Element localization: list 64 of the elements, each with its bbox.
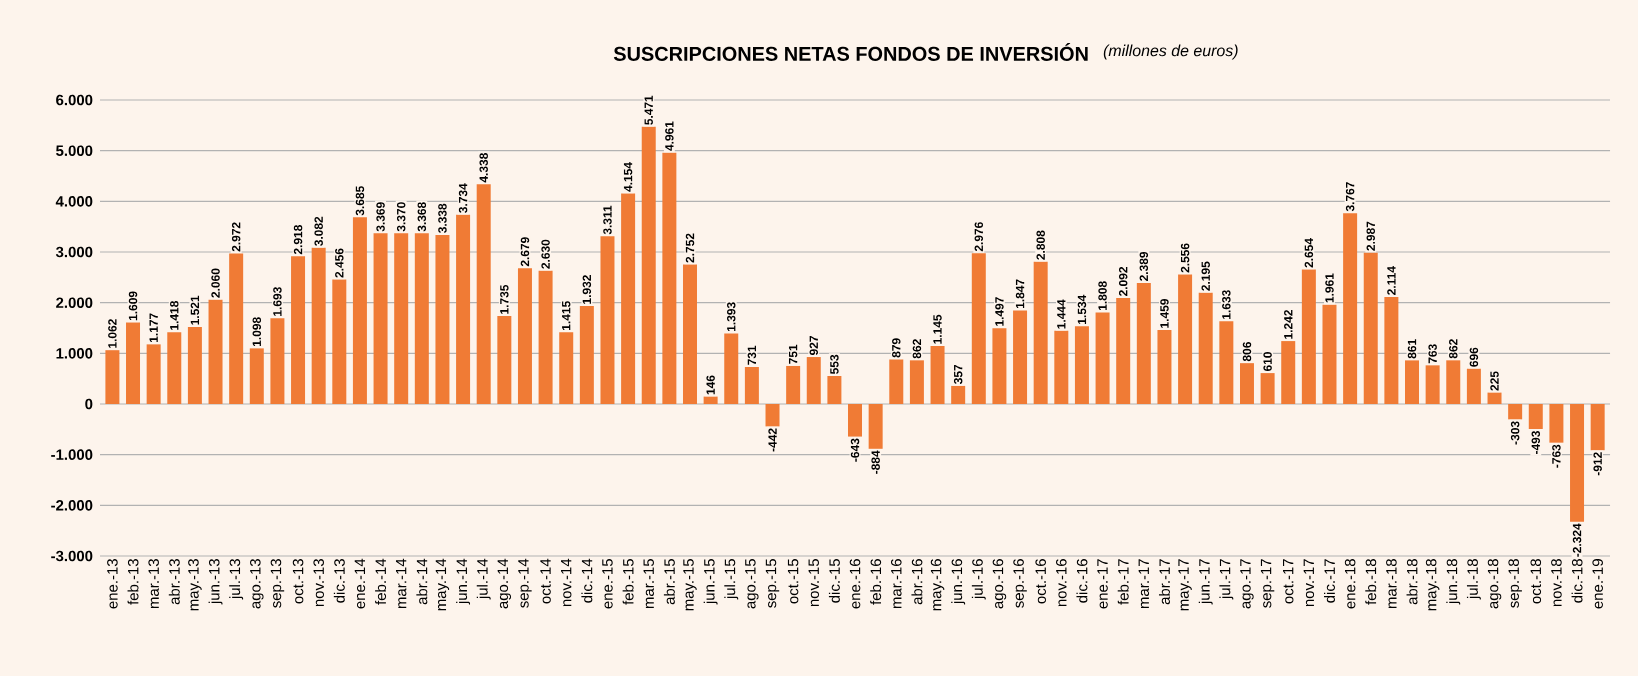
bar (291, 256, 306, 404)
bar (930, 345, 945, 404)
bar (311, 247, 326, 404)
bar (517, 268, 532, 404)
bar (1425, 365, 1440, 404)
bar (187, 326, 202, 404)
bar (249, 348, 264, 404)
bar (1446, 360, 1461, 404)
bar (1549, 404, 1564, 443)
bar (105, 350, 120, 404)
bar (1136, 282, 1151, 404)
bar (848, 404, 863, 437)
bar (332, 279, 347, 404)
bar (724, 333, 739, 404)
bar (1219, 321, 1234, 404)
bar (1405, 360, 1419, 404)
bar (497, 316, 512, 404)
bar (1343, 213, 1358, 404)
bar (579, 306, 594, 404)
bar (1239, 363, 1254, 404)
bar (1570, 404, 1585, 522)
bar (352, 217, 367, 404)
bar (270, 318, 285, 404)
bar (1074, 326, 1089, 404)
bar (744, 366, 759, 404)
bar (971, 253, 986, 404)
bar (229, 253, 244, 404)
chart-title: SUSCRIPCIONES NETAS FONDOS DE INVERSIÓN (613, 43, 1088, 61)
bar (806, 357, 821, 404)
bar (167, 332, 182, 404)
bar (1013, 310, 1028, 404)
bar (1322, 304, 1337, 404)
bar (208, 299, 223, 404)
bar (786, 365, 801, 404)
bar (641, 126, 656, 404)
bar (1095, 312, 1110, 404)
bar (1116, 298, 1131, 404)
bar (1157, 330, 1172, 404)
bar (414, 233, 429, 404)
bar (559, 332, 574, 404)
bar (1508, 404, 1523, 420)
bar (621, 193, 636, 404)
bar (1384, 296, 1399, 404)
bar (1281, 341, 1296, 404)
bar (1363, 252, 1378, 404)
bar (1528, 404, 1543, 429)
bar (827, 375, 842, 404)
bar (703, 396, 718, 404)
bar (765, 404, 780, 427)
bar (951, 385, 966, 404)
bar (662, 152, 677, 404)
bar (435, 234, 450, 404)
bar (394, 233, 409, 404)
bar (1198, 292, 1213, 404)
bar (909, 360, 924, 404)
bar (476, 184, 491, 404)
bar (1487, 392, 1502, 404)
bar (992, 328, 1007, 404)
bar (1054, 330, 1069, 404)
bar (1260, 373, 1275, 404)
bar (146, 344, 161, 404)
bar (373, 233, 388, 404)
bar (868, 404, 883, 449)
bar (600, 236, 615, 404)
